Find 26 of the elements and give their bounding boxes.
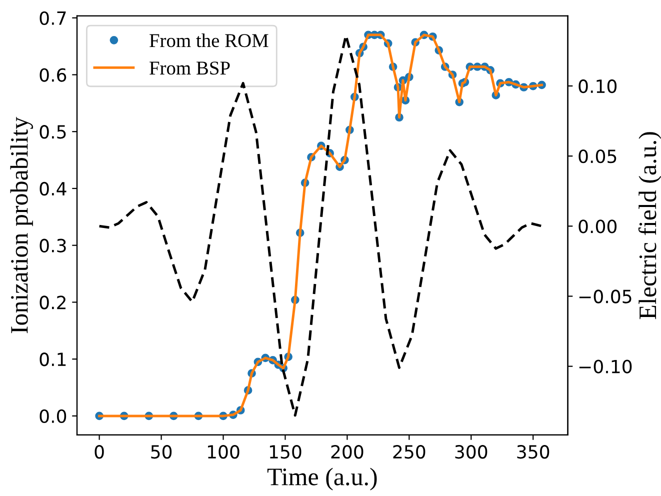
y2-tick-label: 0.00 — [578, 220, 617, 234]
y-tick-label: 0.6 — [40, 68, 66, 82]
x-tick-label: 150 — [270, 445, 302, 459]
y2-tick-label: 0.05 — [578, 150, 616, 164]
x-tick-label: 300 — [455, 445, 488, 459]
x-tick-label: 250 — [393, 445, 426, 459]
y2-tick-label: 0.10 — [578, 79, 617, 94]
x-tick-label: 100 — [208, 445, 240, 459]
y-tick-label: 0.5 — [40, 125, 66, 139]
y2-axis-title: Electric field (a.u.) — [638, 132, 661, 320]
y-tick-label: 0.0 — [40, 409, 66, 424]
y-tick-label: 0.3 — [40, 238, 66, 252]
y-tick-label: 0.4 — [40, 182, 66, 196]
legend-label: From the ROM — [150, 33, 268, 48]
legend-label: From BSP — [150, 62, 230, 75]
y-tick-label: 0.2 — [40, 296, 66, 310]
y-axis-title: Ionization probability — [10, 116, 34, 334]
x-axis-title: Time (a.u.) — [267, 468, 377, 490]
x-tick-label: 50 — [151, 445, 172, 459]
x-tick-label: 350 — [517, 445, 550, 459]
y-tick-label: 0.7 — [40, 11, 66, 25]
y2-tick-label: −0.10 — [579, 360, 632, 374]
y-tick-label: 0.1 — [40, 352, 66, 366]
x-tick-label: 200 — [331, 445, 364, 459]
y2-tick-label: −0.05 — [579, 290, 632, 304]
x-tick-label: 0 — [94, 445, 104, 459]
